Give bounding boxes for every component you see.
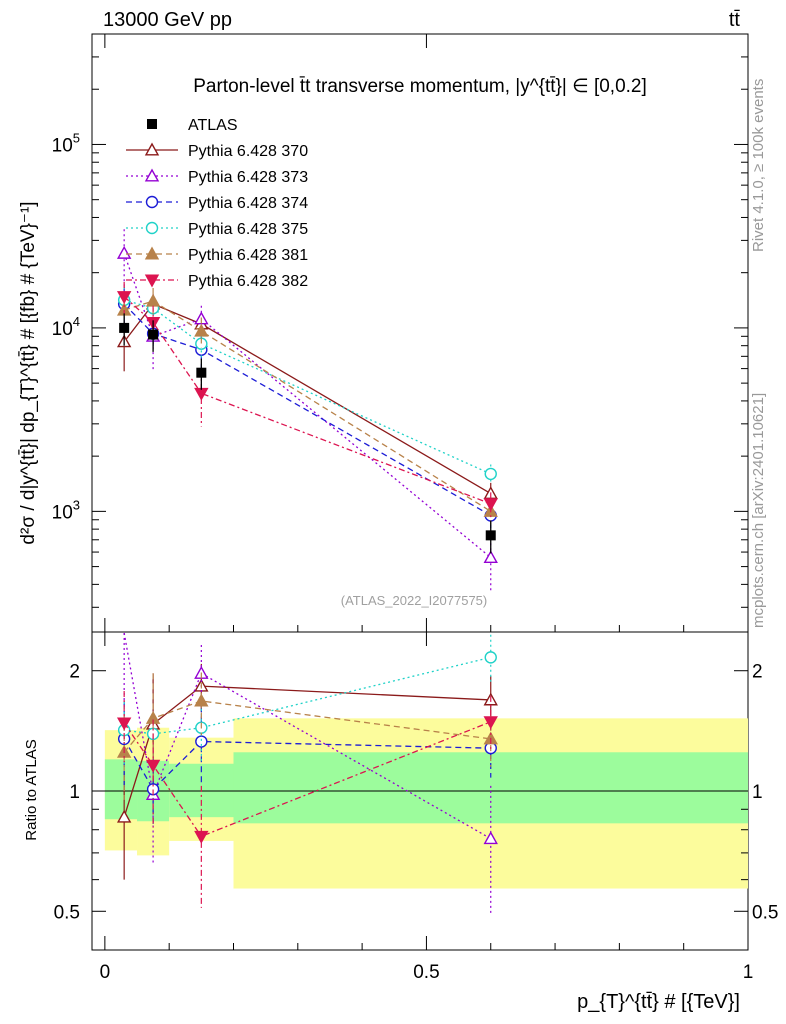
- ratio-y-tick-label: 1: [69, 782, 80, 803]
- ratio-point: [116, 717, 132, 731]
- ratio-line-2: [123, 738, 491, 791]
- ratio-series-layer: [116, 632, 498, 915]
- series-point: [116, 291, 132, 305]
- series-line-4: [123, 300, 492, 512]
- legend-marker-5: [144, 274, 160, 288]
- legend-label-0: Pythia 6.428 370: [188, 143, 308, 160]
- data-point: [148, 329, 159, 340]
- series-point: [483, 498, 498, 512]
- series-line-0: [123, 303, 492, 495]
- ratio-y-tick-label: 0.5: [54, 902, 80, 923]
- x-tick-label: 1: [743, 962, 754, 983]
- ratio-point: [195, 735, 208, 748]
- series-point: [116, 245, 132, 259]
- ratio-point: [194, 830, 209, 844]
- series-point: [194, 323, 209, 337]
- series-point: [484, 467, 497, 481]
- ratio-point: [116, 809, 132, 823]
- series-line-5: [123, 296, 491, 505]
- legend-marker-0: [144, 142, 160, 156]
- ratio-y-tick-label: 2: [69, 662, 80, 683]
- series-point: [194, 387, 209, 401]
- series-line-3: [123, 299, 492, 475]
- legend-marker-data: [147, 119, 157, 129]
- main-series-layer: [116, 229, 498, 593]
- ratio-y-tick-label-right: 0.5: [752, 902, 778, 923]
- legend-label-2: Pythia 6.428 374: [188, 195, 308, 212]
- main-y-tick-label: 103: [52, 497, 80, 523]
- main-y-tick-label: 105: [52, 130, 80, 156]
- x-tick-label: 0: [100, 962, 111, 983]
- ratio-point: [483, 831, 498, 845]
- data-point: [196, 367, 207, 378]
- legend-label-1: Pythia 6.428 373: [188, 169, 308, 186]
- analysis-tag: (ATLAS_2022_I2077575): [341, 593, 487, 608]
- series-point: [145, 293, 161, 307]
- legend-marker-4: [144, 246, 160, 260]
- ratio-point: [483, 716, 498, 730]
- legend-label-data: ATLAS: [188, 117, 238, 134]
- ratio-line-3: [124, 656, 491, 735]
- x-axis-label: p_{T}^{tt̄} # [{TeV}]: [577, 991, 740, 1013]
- series-line-2: [123, 303, 492, 517]
- ratio-y-axis-label: Ratio to ATLAS: [23, 739, 40, 840]
- ratio-line-1: [123, 632, 492, 840]
- chart-title: Parton-level t̄t transverse momentum, |y…: [193, 76, 647, 97]
- legend-marker-3: [145, 221, 159, 235]
- ratio-point: [194, 693, 209, 707]
- rivet-label: Rivet 4.1.0, ≥ 100k events: [750, 79, 767, 252]
- series-line-1: [123, 253, 492, 559]
- legend-label-5: Pythia 6.428 382: [188, 273, 308, 290]
- data-point: [485, 530, 496, 541]
- green-band-0: [104, 759, 138, 820]
- legend-marker-2: [145, 195, 159, 209]
- ratio-axis-ticks: 0.5 0.5 1 1 2 2 0 0.5 1: [54, 632, 778, 983]
- x-tick-label: 0.5: [413, 962, 439, 983]
- mcplots-label: mcplots.cern.ch [arXiv:2401.10621]: [750, 393, 767, 628]
- ratio-line-4: [123, 700, 491, 753]
- energy-label: 13000 GeV pp: [103, 9, 232, 31]
- legend-label-4: Pythia 6.428 381: [188, 247, 308, 264]
- y-axis-label: d²σ / d|y^{tt̄}| dp_{T}^{tt̄} # [{fb} # …: [18, 201, 39, 544]
- ratio-point: [145, 759, 161, 773]
- series-point: [483, 550, 498, 564]
- legend-label-3: Pythia 6.428 375: [188, 221, 308, 238]
- ratio-y-tick-label-right: 1: [752, 782, 763, 803]
- data-point: [119, 322, 130, 333]
- main-y-tick-label: 104: [52, 314, 80, 340]
- legend-marker-1: [144, 168, 160, 182]
- process-label: tt̄: [729, 9, 741, 31]
- ratio-line-5: [123, 721, 491, 838]
- ratio-point: [484, 651, 497, 664]
- legend: ATLAS Pythia 6.428 370 Pythia 6.428 373 Pyt…: [126, 117, 308, 290]
- ratio-y-tick-label-right: 2: [752, 662, 763, 683]
